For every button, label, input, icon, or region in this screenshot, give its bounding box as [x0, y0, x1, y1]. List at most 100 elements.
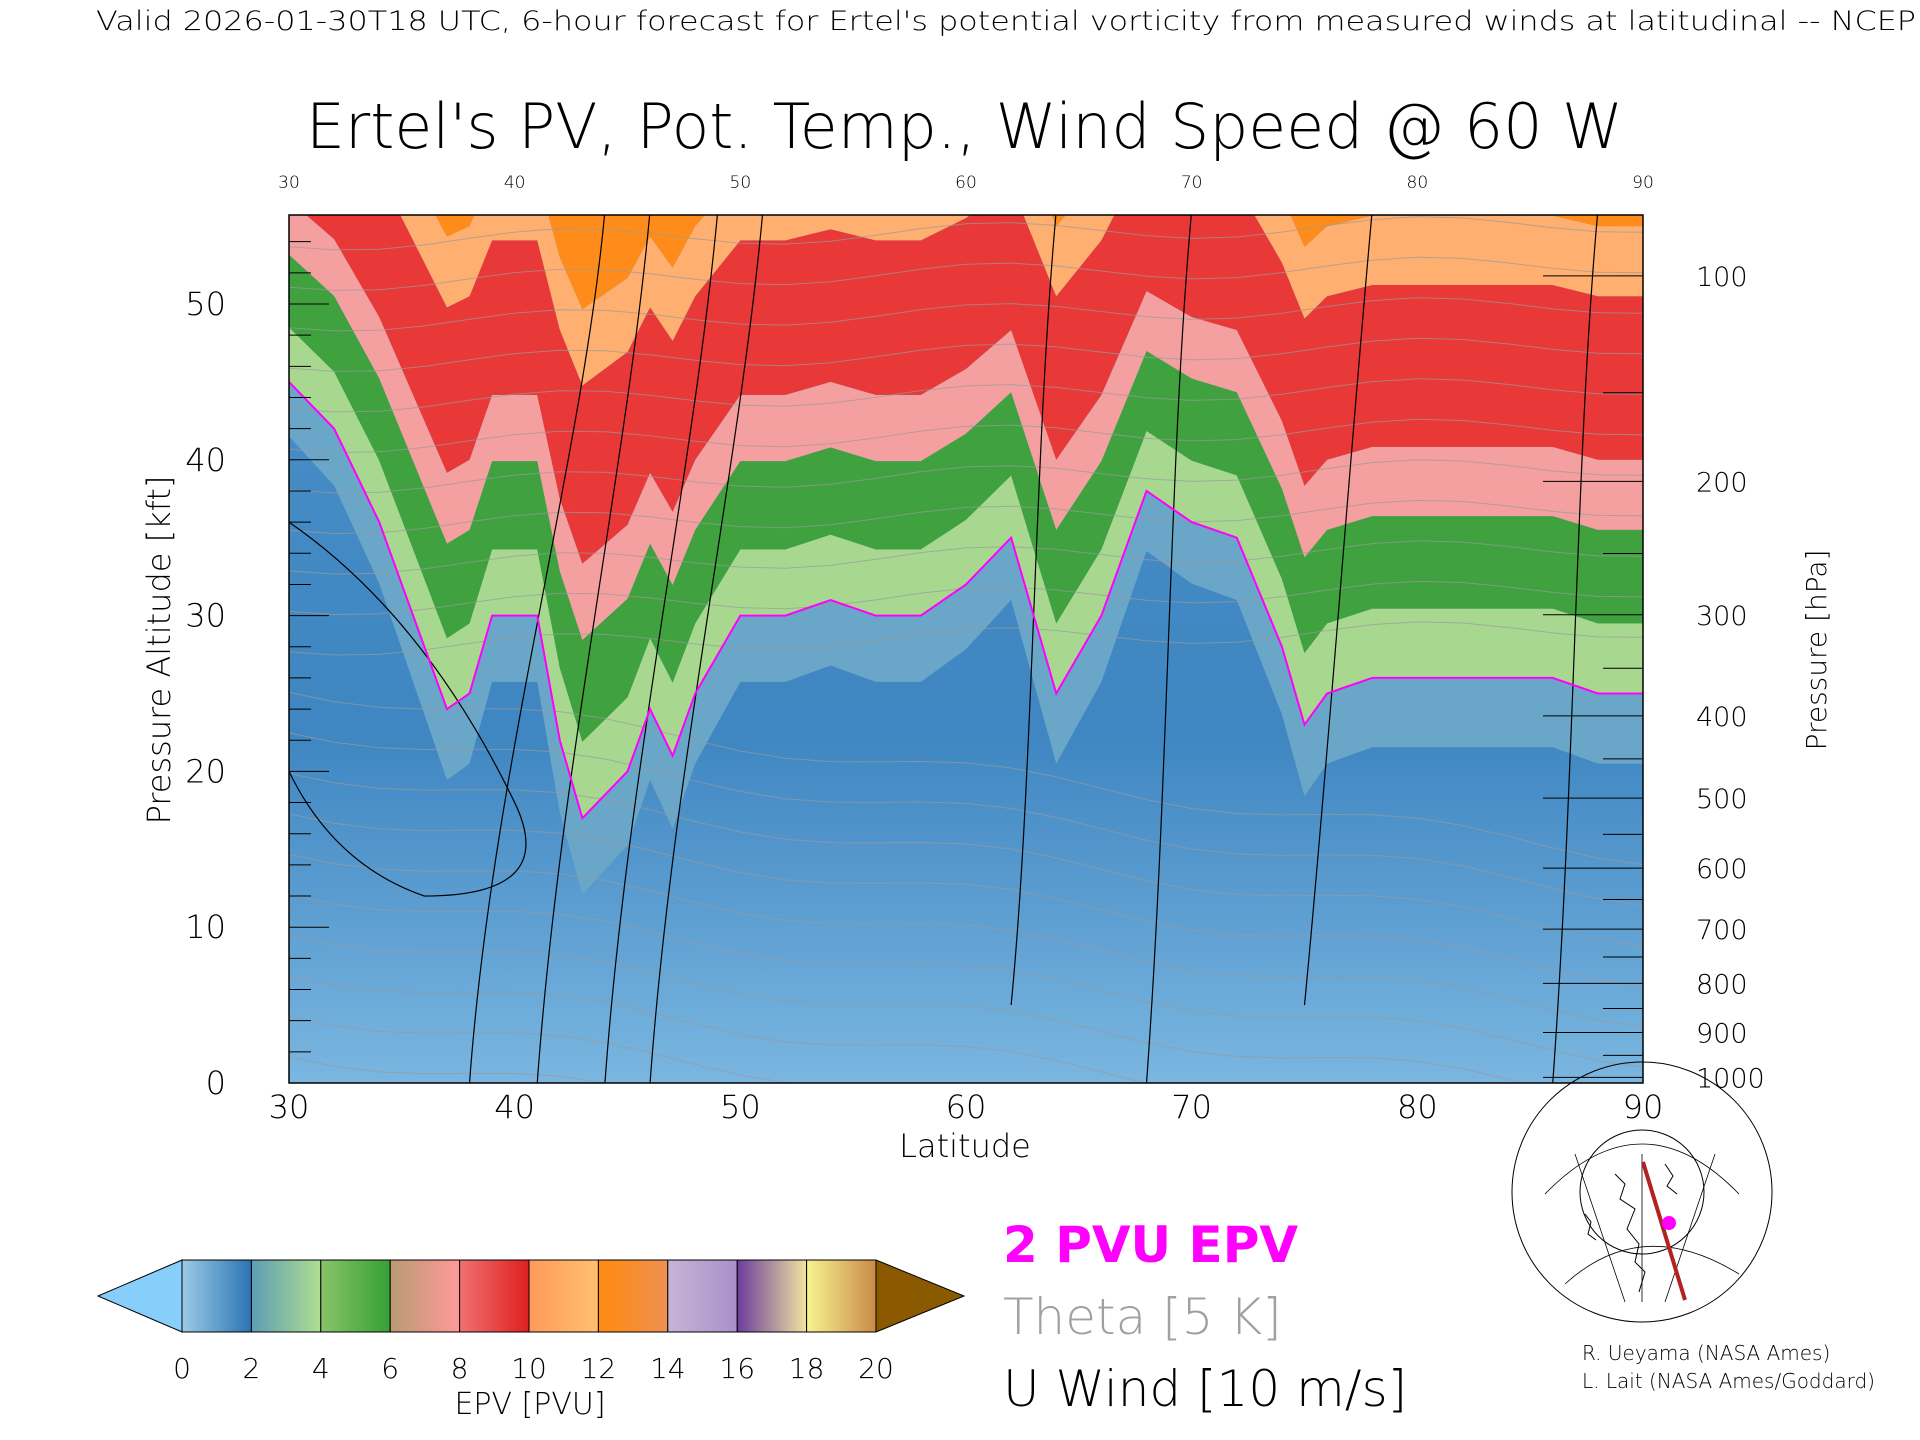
x-tick-label: 60 [946, 1088, 987, 1126]
pressure-tick-label: 200 [1696, 467, 1748, 498]
theta-contour [289, 894, 1643, 1068]
credit-line-2: L. Lait (NASA Ames/Goddard) [1582, 1369, 1875, 1393]
colorbar-segment [320, 1259, 391, 1333]
theta-contour [289, 772, 1643, 947]
pressure-tick-label: 100 [1696, 262, 1748, 293]
x-top-tick-label: 90 [1632, 173, 1654, 193]
theta-contour [289, 378, 1643, 413]
chart-title: Ertel's PV, Pot. Temp., Wind Speed @ 60 … [306, 90, 1623, 163]
colorbar-segment [250, 1259, 322, 1333]
pressure-tick-label: 700 [1696, 915, 1748, 946]
x-tick-label: 70 [1171, 1088, 1212, 1126]
theta-contour [289, 580, 1643, 615]
y-tick-label: 50 [185, 285, 226, 323]
colorbar-segment [736, 1259, 808, 1333]
theta-contour [289, 216, 1643, 251]
colorbar-tick-label: 0 [173, 1352, 191, 1385]
x-tick-label: 40 [494, 1088, 535, 1126]
y-tick-label: 30 [185, 597, 226, 635]
colorbar-tick-label: 18 [789, 1352, 825, 1385]
pressure-tick-label: 800 [1696, 969, 1748, 1000]
wind-contour [289, 521, 527, 897]
wind-contour [649, 215, 764, 1083]
legend-epv: 2 PVU EPV [1003, 1216, 1298, 1274]
legend-wind: U Wind [10 m/s] [1003, 1360, 1407, 1418]
wind-contour [604, 215, 718, 1083]
colorbar-tick-label: 6 [381, 1352, 399, 1385]
epv-band-0 [289, 381, 1643, 895]
x-top-tick-label: 30 [278, 173, 300, 193]
colorbar-segment [181, 1259, 252, 1333]
plot-frame [288, 214, 1644, 1084]
colorbar-segment [528, 1259, 599, 1333]
colorbar-tick-label: 8 [451, 1352, 469, 1385]
colorbar-tick-label: 4 [312, 1352, 330, 1385]
colorbar-label: EPV [PVU] [454, 1387, 605, 1422]
colorbar-tick-label: 12 [581, 1352, 617, 1385]
pressure-tick-label: 400 [1696, 702, 1748, 733]
theta-contour [289, 853, 1643, 1028]
theta-contour [289, 540, 1643, 575]
colorbar-segment [667, 1259, 738, 1333]
cross-section-line [1641, 1161, 1687, 1301]
x-top-tick-label: 80 [1407, 173, 1429, 193]
pressure-tick-label: 600 [1696, 854, 1748, 885]
pressure-tick-label: 900 [1696, 1018, 1748, 1049]
y-tick-label: 0 [206, 1064, 226, 1102]
colorbar-segment [459, 1259, 530, 1333]
x-tick-label: 30 [269, 1088, 310, 1126]
epv-band-2 [289, 254, 1643, 742]
epv-band-5 [400, 215, 1643, 386]
2pvu-contour [289, 381, 1643, 821]
x-top-tick-label: 60 [955, 173, 977, 193]
colorbar-tick-label: 10 [511, 1352, 547, 1385]
x-tick-label: 80 [1397, 1088, 1438, 1126]
y2-axis-label: Pressure [hPa] [1800, 550, 1833, 751]
theta-contour [289, 297, 1643, 332]
y-tick-label: 20 [185, 752, 226, 790]
wind-contour [1552, 215, 1599, 1083]
x-axis-label: Latitude [899, 1127, 1031, 1165]
colorbar-over-triangle [875, 1259, 966, 1333]
x-tick-label: 90 [1623, 1088, 1664, 1126]
theta-contour [289, 337, 1643, 372]
theta-contour [289, 459, 1643, 494]
epv-band-4 [306, 215, 1643, 564]
theta-contour [289, 975, 1148, 1083]
epv-band-1 [289, 327, 1643, 819]
plot-area [288, 214, 1644, 1084]
theta-contour [289, 934, 1525, 1083]
pressure-tick-label: 1000 [1696, 1063, 1765, 1094]
theta-contour [289, 621, 1643, 656]
colorbar-tick-label: 2 [242, 1352, 260, 1385]
locator-map [1512, 1062, 1772, 1322]
y-axis-label: Pressure Altitude [kft] [140, 476, 178, 825]
colorbar-segment [806, 1259, 877, 1333]
y-tick-label: 10 [185, 908, 226, 946]
legend-theta: Theta [5 K] [1003, 1288, 1282, 1346]
colorbar-segment [597, 1259, 669, 1333]
credit-line-1: R. Ueyama (NASA Ames) [1582, 1341, 1830, 1365]
epv-band-6 [435, 215, 1643, 310]
wind-contour [468, 215, 606, 1083]
wind-contour [1145, 215, 1192, 1083]
theta-contour [289, 813, 1643, 987]
y-tick-label: 40 [185, 441, 226, 479]
colorbar-segment [389, 1259, 461, 1333]
header-line: Valid 2026-01-30T18 UTC, 6-hour forecast… [96, 6, 1916, 37]
wind-contour [536, 215, 651, 1083]
x-top-tick-label: 40 [504, 173, 526, 193]
location-marker [1662, 1216, 1676, 1230]
wind-contour [1303, 215, 1373, 1006]
theta-contour [289, 1015, 802, 1083]
pressure-tick-label: 300 [1696, 601, 1748, 632]
colorbar: 0 2 4 6 8 10 12 14 16 18 20 [96, 1259, 966, 1385]
theta-contour [289, 732, 1643, 906]
x-top-tick-label: 50 [730, 173, 752, 193]
theta-contour [289, 691, 1643, 866]
theta-contour [289, 1056, 608, 1083]
x-tick-label: 50 [720, 1088, 761, 1126]
colorbar-under-triangle [96, 1259, 183, 1333]
pressure-tick-label: 500 [1696, 784, 1748, 815]
